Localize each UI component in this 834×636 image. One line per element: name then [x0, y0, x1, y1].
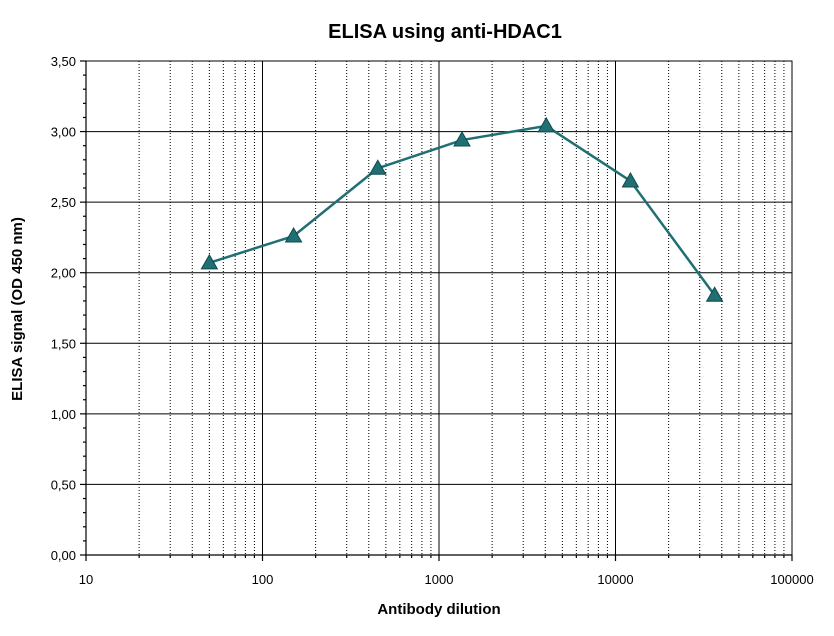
chart-title: ELISA using anti-HDAC1	[328, 21, 562, 43]
x-tick-label: 10	[79, 572, 93, 587]
x-axis-label: Antibody dilution	[377, 601, 500, 618]
y-tick-label: 3,00	[51, 125, 76, 140]
data-point-marker	[537, 116, 556, 133]
data-point-marker	[200, 253, 219, 270]
x-tick-label: 100	[252, 572, 274, 587]
y-tick-label: 1,50	[51, 336, 76, 351]
axes	[80, 60, 793, 561]
data-point-marker	[284, 227, 303, 243]
y-axis-label: ELISA signal (OD 450 nm)	[9, 217, 26, 401]
y-tick-label: 0,50	[51, 477, 76, 492]
grid-lines	[85, 60, 793, 556]
data-point-marker	[368, 159, 387, 175]
data-point-marker	[621, 171, 640, 188]
data-point-marker	[705, 286, 724, 302]
series-group	[200, 116, 724, 302]
y-tick-label: 3,50	[51, 54, 76, 69]
y-tick-label: 2,50	[51, 195, 76, 210]
tick-labels: 0,00 0,50 1,00 1,50 2,00 2,50 3,00 3,50 10 100 100…	[51, 54, 814, 587]
series-line	[208, 124, 716, 297]
x-tick-label: 100000	[770, 572, 813, 587]
x-tick-label: 10000	[597, 572, 633, 587]
y-tick-label: 2,00	[51, 266, 76, 281]
y-tick-label: 0,00	[51, 548, 76, 563]
x-tick-label: 1000	[425, 572, 454, 587]
data-point-marker	[453, 131, 471, 147]
y-tick-label: 1,00	[51, 407, 76, 422]
